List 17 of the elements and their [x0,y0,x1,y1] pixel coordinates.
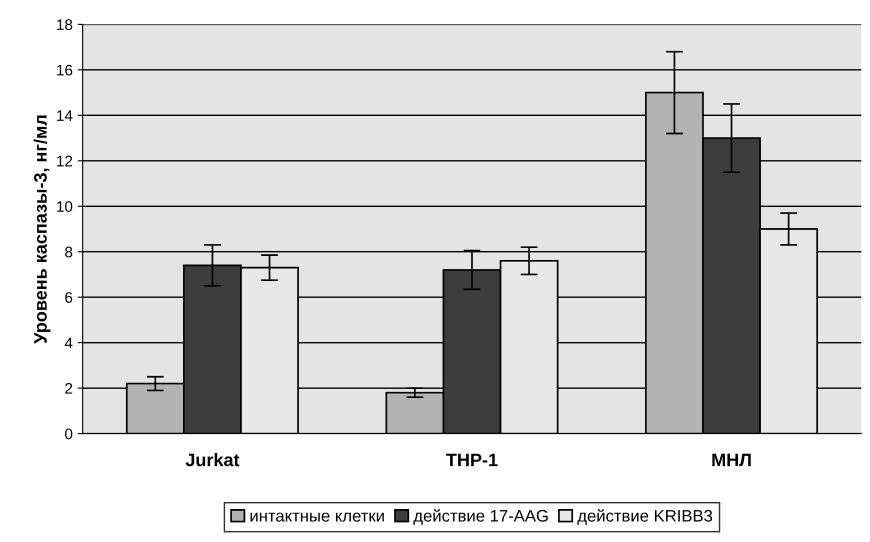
x-tick-label: МНЛ [712,454,751,466]
y-tick-label: 14 [57,110,72,121]
y-tick-label: 10 [57,201,72,212]
y-tick-label: 0 [65,428,72,440]
y-tick-label: 2 [65,383,72,394]
y-tick-label: 6 [65,292,72,303]
y-tick-label: 8 [65,246,72,258]
legend-label: действие 17-AAG [413,509,548,525]
y-tick-label: 4 [64,338,72,348]
y-tick-label: 16 [57,64,72,76]
x-tick-label: Jurkat [186,453,240,466]
legend-label: интактные клетки [250,512,384,522]
legend-label: действие KRIBB3 [577,509,712,525]
y-tick-label: 18 [57,19,72,30]
x-tick-label: THP-1 [446,454,498,466]
y-tick-label: 12 [57,156,72,166]
y-axis-title: Уровень каспазы-3, нг/мл [34,115,50,344]
